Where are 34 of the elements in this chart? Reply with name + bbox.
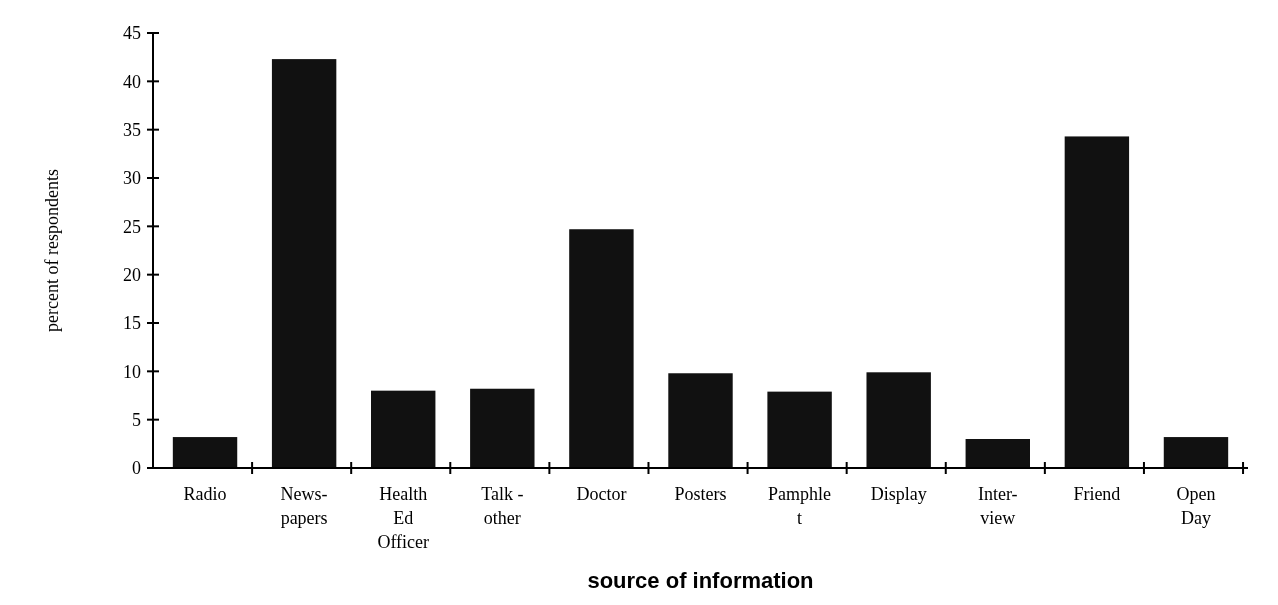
- x-tick-label: Doctor: [576, 484, 627, 504]
- bar: [1064, 136, 1130, 468]
- x-tick-label: Radio: [183, 484, 227, 504]
- y-tick-label: 5: [132, 409, 141, 430]
- y-tick-label: 20: [123, 264, 141, 285]
- x-axis-title: source of information: [587, 568, 814, 593]
- bar: [668, 373, 733, 468]
- bar: [965, 439, 1030, 468]
- x-tick-label: Talk - other: [481, 484, 524, 528]
- x-tick-label: Display: [870, 484, 927, 504]
- bar: [569, 229, 634, 468]
- y-tick-label: 10: [123, 361, 141, 382]
- y-tick-label: 45: [123, 23, 141, 44]
- y-axis-title: percent of respondents: [42, 169, 62, 332]
- x-tick-label: Pamphle t: [768, 484, 832, 528]
- y-tick-label: 25: [123, 216, 141, 237]
- bar: [172, 437, 238, 468]
- bar: [866, 372, 931, 468]
- y-tick-label: 40: [123, 71, 141, 92]
- y-tick-label: 35: [123, 119, 141, 140]
- bar: [470, 388, 535, 468]
- bar: [767, 391, 832, 468]
- bar: [1163, 437, 1229, 468]
- bar: [371, 390, 436, 468]
- x-tick-label: Posters: [674, 484, 727, 504]
- y-tick-label: 15: [123, 313, 141, 334]
- y-tick-label: 0: [132, 458, 141, 479]
- x-tick-label: Friend: [1073, 484, 1121, 504]
- x-tick-label: News- papers: [280, 484, 328, 528]
- x-tick-label: Inter- view: [977, 484, 1018, 528]
- y-tick-label: 30: [123, 168, 141, 189]
- bar: [271, 59, 337, 468]
- x-tick-label: Health Ed Officer: [377, 484, 430, 552]
- x-tick-label: Open Day: [1176, 484, 1216, 528]
